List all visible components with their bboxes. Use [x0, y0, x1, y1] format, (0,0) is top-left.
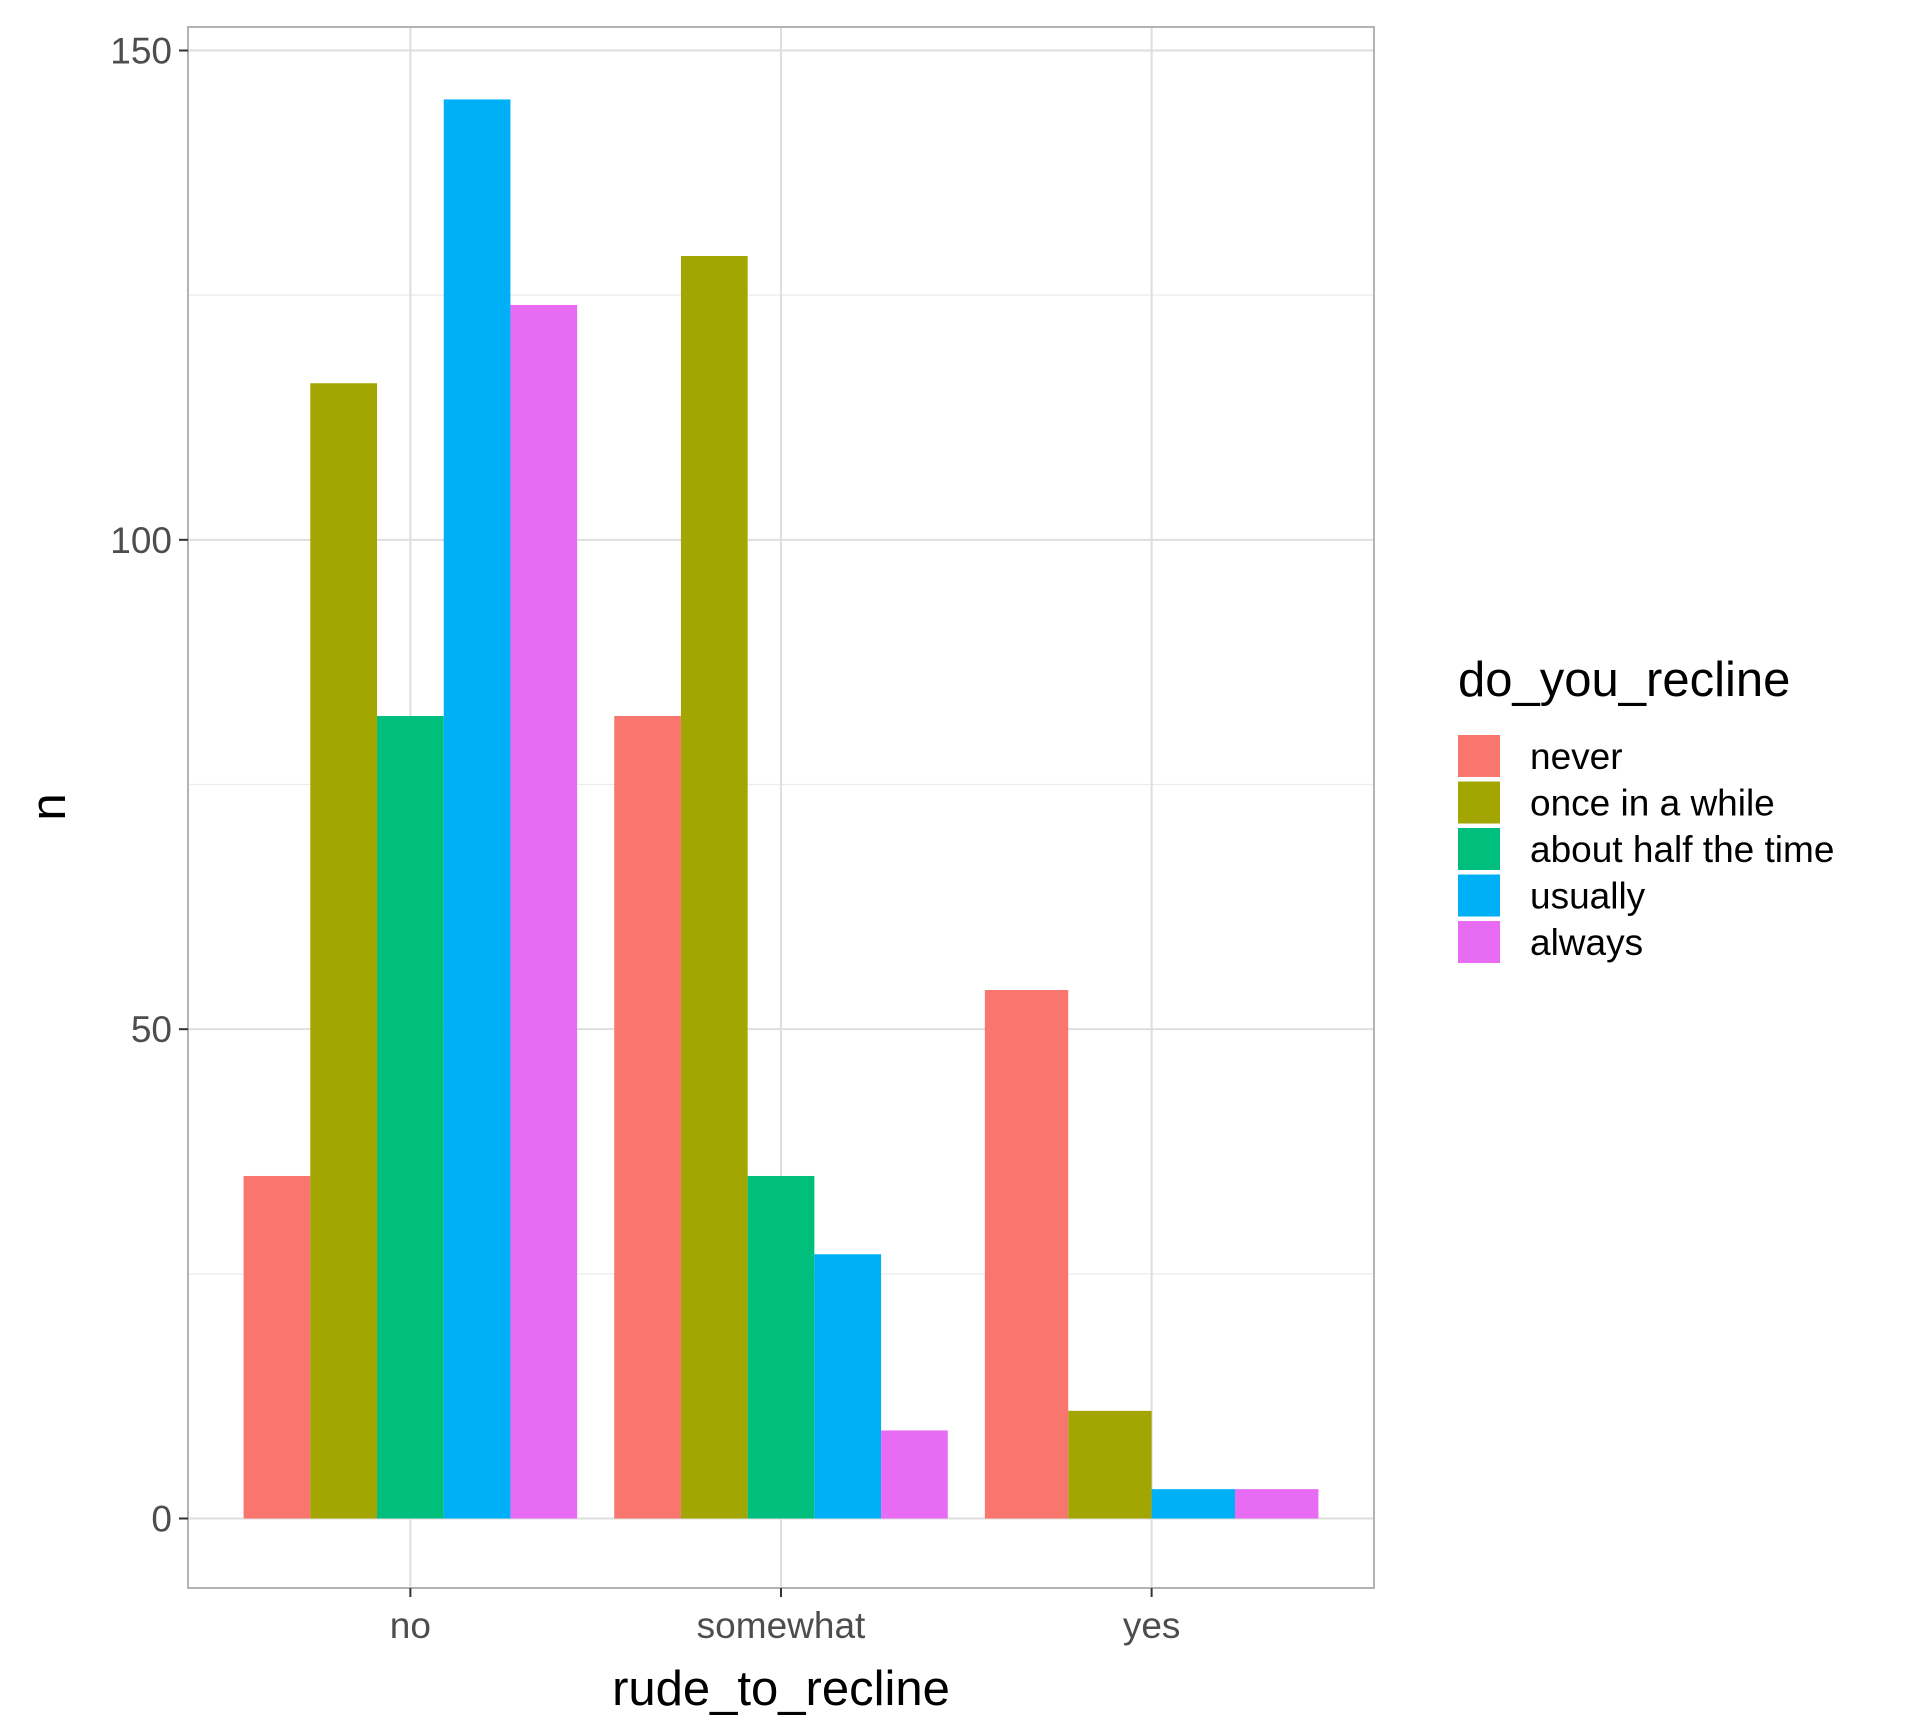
bar-no-about-half-the-time [377, 715, 444, 1519]
y-tick-label: 50 [131, 1009, 172, 1050]
legend-title: do_you_recline [1458, 653, 1790, 707]
x-tick-label: no [390, 1605, 431, 1646]
bar-yes-usually [1151, 1489, 1236, 1519]
bar-no-never [243, 1175, 311, 1519]
legend: do_you_recline never once in a while about… [1458, 653, 1834, 963]
legend-label: once in a while [1530, 783, 1775, 824]
x-axis-title: rude_to_recline [612, 1662, 950, 1716]
bar-somewhat-usually [814, 1254, 882, 1519]
legend-label: always [1530, 922, 1643, 963]
legend-key-always [1458, 921, 1500, 963]
legend-label: usually [1530, 876, 1646, 917]
y-tick-label: 150 [110, 30, 172, 71]
bar-no-once-in-a-while [310, 383, 378, 1519]
bar-somewhat-always [881, 1430, 948, 1519]
bar-somewhat-never [614, 715, 681, 1519]
legend-label: about half the time [1530, 829, 1834, 870]
bar-somewhat-about-half-the-time [747, 1175, 815, 1519]
bars [243, 99, 1319, 1519]
y-axis: 0 50 100 150 [110, 30, 188, 1540]
x-axis: no somewhat yes [390, 1588, 1181, 1646]
bar-yes-once-in-a-while [1068, 1410, 1152, 1519]
x-tick-label: somewhat [697, 1605, 866, 1646]
legend-key-usually [1458, 874, 1500, 917]
legend-key-about-half-the-time [1458, 828, 1500, 870]
bar-somewhat-once-in-a-while [680, 256, 748, 1519]
y-tick-label: 0 [151, 1499, 172, 1540]
legend-key-once-in-a-while [1458, 781, 1500, 824]
bar-yes-never [984, 990, 1069, 1519]
legend-label: never [1530, 736, 1623, 777]
x-tick-label: yes [1123, 1605, 1181, 1646]
bar-yes-always [1235, 1489, 1319, 1519]
y-axis-title: n [22, 793, 76, 820]
legend-key-never [1458, 735, 1500, 777]
y-tick-label: 100 [110, 520, 172, 561]
bar-no-usually [443, 99, 511, 1519]
bar-no-always [510, 304, 578, 1519]
